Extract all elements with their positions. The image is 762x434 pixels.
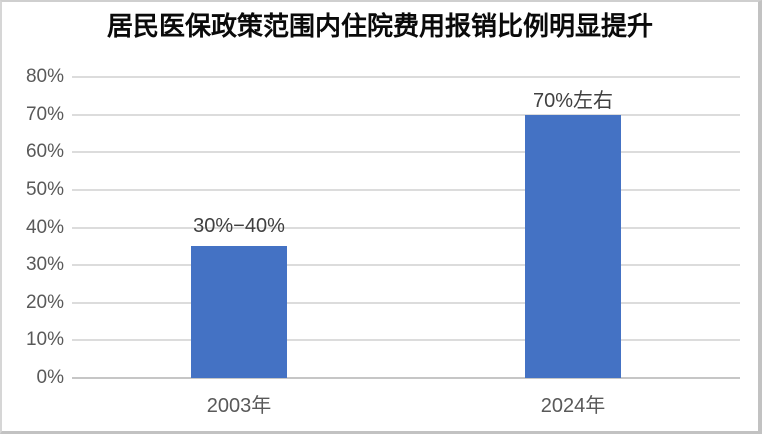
- data-label-2003年: 30%−40%: [193, 215, 285, 238]
- bar-2003年: [191, 246, 287, 378]
- data-label-2024年: 70%左右: [532, 89, 614, 112]
- gridline-60%: [72, 151, 740, 154]
- y-tick-label-30%: 30%: [25, 254, 64, 276]
- x-axis-line: [72, 377, 740, 379]
- y-tick-label-20%: 20%: [25, 291, 64, 313]
- y-tick-label-10%: 10%: [25, 329, 64, 351]
- x-tick-label-2003年: 2003年: [206, 395, 272, 417]
- gridline-50%: [72, 188, 740, 191]
- gridline-40%: [72, 226, 740, 229]
- gridline-20%: [72, 301, 740, 304]
- y-tick-label-60%: 60%: [25, 141, 64, 163]
- y-tick-label-50%: 50%: [25, 178, 64, 200]
- gridline-10%: [72, 339, 740, 342]
- y-tick-label-70%: 70%: [25, 103, 64, 125]
- x-tick-label-2024年: 2024年: [540, 395, 606, 417]
- y-tick-label-40%: 40%: [25, 216, 64, 238]
- y-tick-label-0%: 0%: [36, 367, 64, 388]
- bar-2024年: [525, 114, 621, 378]
- plot-area: [72, 76, 740, 379]
- gridline-80%: [72, 76, 740, 78]
- y-tick-label-80%: 80%: [25, 66, 64, 87]
- chart-title: 居民医保政策范围内住院费用报销比例明显提升: [106, 11, 653, 41]
- gridline-30%: [72, 264, 740, 267]
- gridline-70%: [72, 113, 740, 116]
